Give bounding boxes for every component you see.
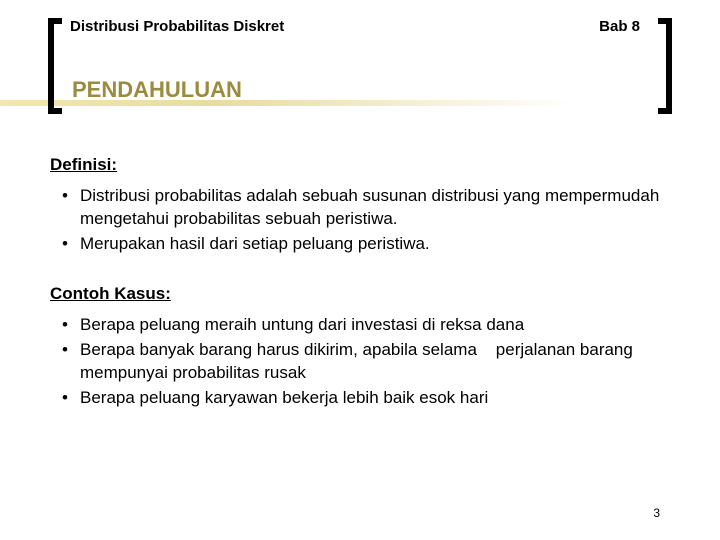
bracket-left-vertical xyxy=(48,18,54,114)
list-item: Berapa banyak barang harus dikirim, apab… xyxy=(62,339,670,385)
list-item: Distribusi probabilitas adalah sebuah su… xyxy=(62,185,670,231)
bracket-left-bottom xyxy=(48,108,62,114)
definisi-list: Distribusi probabilitas adalah sebuah su… xyxy=(62,185,670,256)
header-row: Distribusi Probabilitas Diskret Bab 8 xyxy=(0,0,720,35)
header-title-left: Distribusi Probabilitas Diskret xyxy=(70,18,284,35)
page-number: 3 xyxy=(653,506,660,520)
bracket-right-vertical xyxy=(666,18,672,114)
contoh-list: Berapa peluang meraih untung dari invest… xyxy=(62,314,670,410)
list-item: Berapa peluang karyawan bekerja lebih ba… xyxy=(62,387,670,410)
header-chapter-right: Bab 8 xyxy=(599,18,640,35)
bracket-right-bottom xyxy=(658,108,672,114)
list-item: Merupakan hasil dari setiap peluang peri… xyxy=(62,233,670,256)
section-title: PENDAHULUAN xyxy=(72,77,720,103)
definisi-heading: Definisi: xyxy=(50,155,670,175)
content-area: Definisi: Distribusi probabilitas adalah… xyxy=(0,103,720,410)
contoh-heading: Contoh Kasus: xyxy=(50,284,670,304)
list-item: Berapa peluang meraih untung dari invest… xyxy=(62,314,670,337)
